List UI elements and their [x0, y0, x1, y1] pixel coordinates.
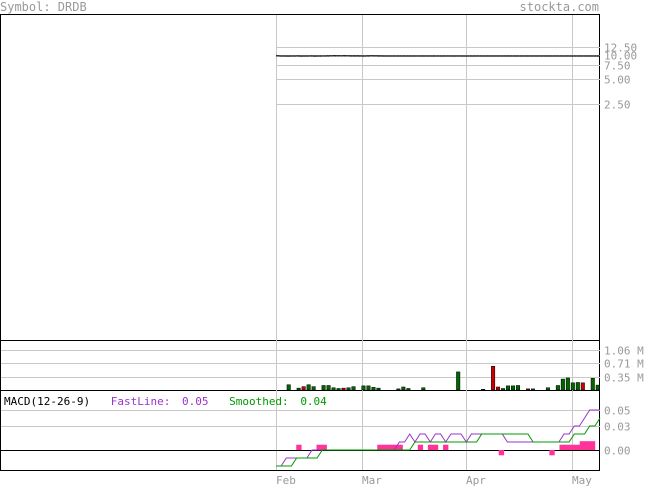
smoothed-legend-value: 0.04: [300, 395, 327, 408]
macd-histogram-bar: [564, 444, 570, 450]
volume-bar: [481, 388, 486, 391]
volume-panel-frame: [0, 340, 600, 391]
macd-histogram-bar: [392, 444, 398, 450]
volume-bar: [366, 385, 371, 391]
volume-bar: [296, 387, 301, 391]
volume-bar: [361, 385, 366, 391]
volume-bar: [560, 378, 565, 391]
x-tick-label: Mar: [362, 474, 382, 486]
price-tick-label: 2.50: [604, 99, 631, 112]
macd-histogram-bar: [296, 444, 302, 450]
volume-bar: [580, 382, 585, 391]
macd-histogram-bar: [569, 444, 575, 450]
fastline-legend-label: FastLine:: [111, 395, 171, 408]
volume-bar: [506, 385, 511, 391]
macd-series: [276, 409, 601, 467]
volume-bar: [491, 366, 496, 391]
volume-bar: [286, 384, 291, 391]
macd-histogram-bar: [559, 444, 565, 450]
volume-bar: [341, 387, 346, 391]
site-label: stockta.com: [520, 0, 599, 14]
x-tick-label: May: [572, 474, 592, 486]
macd-tick-label: 0.03: [604, 421, 631, 434]
volume-bar: [336, 388, 341, 391]
volume-bar: [321, 385, 326, 391]
fastline-legend-value: 0.05: [182, 395, 209, 408]
x-tick-label: Feb: [276, 474, 296, 486]
volume-bar: [496, 386, 501, 391]
macd-histogram-bar: [397, 444, 403, 450]
price-tick-label: 10.00: [604, 50, 637, 63]
macd-histogram-bar: [498, 450, 505, 456]
macd-histogram-bar: [579, 441, 586, 450]
volume-bar: [555, 385, 560, 391]
volume-bar: [511, 385, 516, 391]
volume-bar: [406, 388, 411, 391]
macd-histogram-bar: [427, 444, 434, 450]
volume-bar: [590, 378, 595, 391]
macd-histogram-bar: [584, 441, 591, 450]
macd-histogram-bar: [432, 444, 439, 450]
volume-tick-label: 0.71 M: [604, 358, 644, 371]
macd-histogram-bar: [382, 444, 388, 450]
volume-bar: [570, 382, 575, 391]
volume-bar: [311, 386, 316, 391]
volume-bar: [346, 387, 351, 391]
price-tick-label: 12.50: [604, 42, 637, 55]
macd-histogram-bar: [589, 441, 596, 450]
macd-fastline: [276, 409, 600, 467]
macd-histogram-bar: [387, 444, 393, 450]
macd-histogram-bar: [443, 444, 449, 450]
macd-tick-label: 0.05: [604, 405, 631, 418]
price-tick-label: 7.50: [604, 60, 631, 73]
macd-panel-frame: [0, 390, 600, 471]
volume-bar: [501, 388, 506, 391]
macd-tick-label: 0.00: [604, 445, 631, 458]
x-tick-label: Apr: [466, 474, 486, 486]
symbol-label: Symbol: DRDB: [0, 0, 87, 14]
volume-bar: [331, 387, 336, 391]
volume-bar: [371, 387, 376, 391]
volume-tick-label: 1.06 M: [604, 345, 644, 358]
macd-title: MACD(12-26-9): [4, 395, 90, 408]
macd-smoothed-line: [276, 417, 601, 467]
macd-histogram-bar: [377, 444, 383, 450]
volume-bar: [456, 371, 461, 391]
volume-series: [286, 366, 600, 391]
volume-bar: [306, 384, 311, 391]
macd-histogram-bar: [316, 444, 322, 450]
volume-bar: [376, 387, 381, 391]
volume-bar: [326, 385, 331, 391]
volume-bar: [525, 388, 530, 391]
price-panel-frame: [0, 14, 600, 341]
macd-histogram-bar: [549, 450, 555, 456]
volume-tick-label: 0.35 M: [604, 372, 644, 385]
volume-bar: [545, 387, 550, 391]
volume-bar: [401, 386, 406, 391]
volume-bar: [396, 388, 401, 391]
volume-bar: [421, 387, 426, 391]
macd-legend: MACD(12-26-9) FastLine: 0.05 Smoothed: 0…: [4, 395, 327, 408]
volume-bar: [575, 382, 580, 391]
macd-histogram-bar: [321, 444, 327, 450]
price-tick-label: 5.00: [604, 74, 631, 87]
volume-bar: [516, 385, 520, 391]
smoothed-legend-label: Smoothed:: [229, 395, 289, 408]
volume-bar: [595, 384, 600, 391]
volume-bar: [530, 388, 535, 391]
volume-bar: [565, 377, 570, 391]
macd-histogram-bar: [574, 444, 581, 450]
volume-bar: [351, 386, 356, 391]
grid-lines: [1, 15, 600, 470]
volume-bar: [301, 386, 306, 391]
macd-histogram-bar: [417, 444, 424, 450]
